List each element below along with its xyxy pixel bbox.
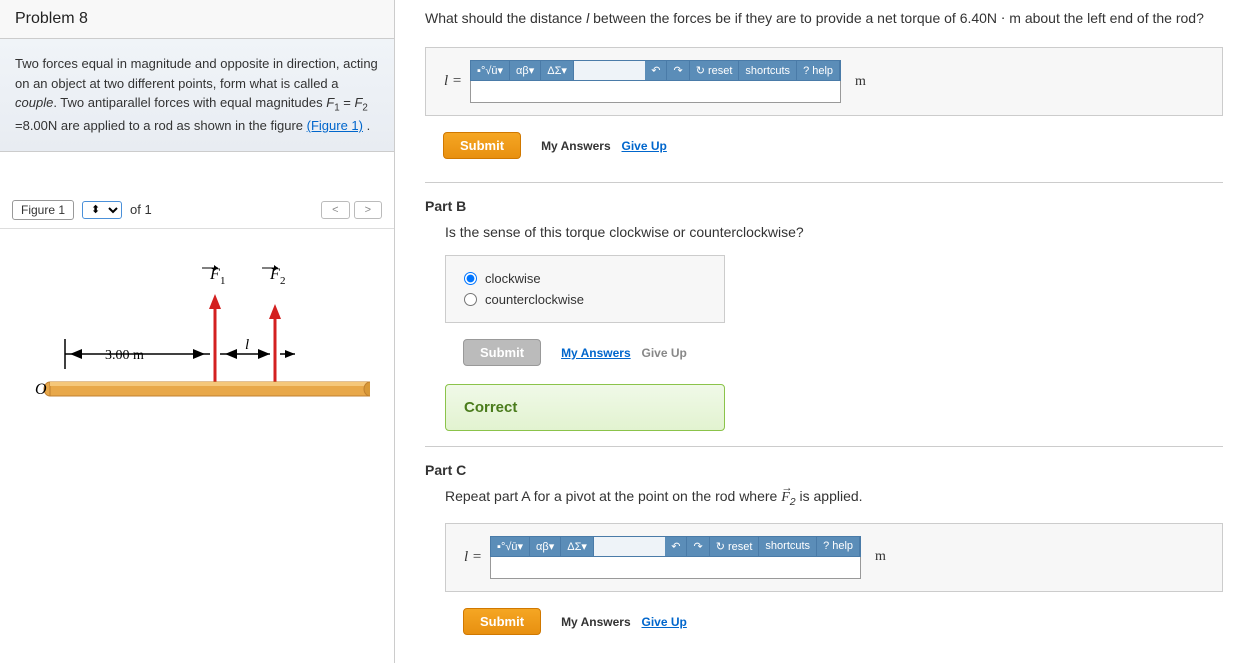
part-a-answer-box: l = ▪°√ū▾ αβ▾ ΔΣ▾ ↶ ↷ ↻ reset shortcuts … xyxy=(425,47,1223,116)
desc-text2: . Two antiparallel forces with equal mag… xyxy=(53,95,326,110)
desc-text: Two forces equal in magnitude and opposi… xyxy=(15,56,378,91)
greek-button[interactable]: αβ▾ xyxy=(530,537,561,556)
figure-next-button[interactable]: > xyxy=(354,201,382,219)
reset-button[interactable]: ↻ reset xyxy=(690,61,740,80)
part-b-correct-box: Correct xyxy=(445,384,725,431)
redo-button[interactable]: ↷ xyxy=(687,537,709,556)
part-b-radio-box: clockwise counterclockwise xyxy=(445,255,725,323)
templates-button[interactable]: ▪°√ū▾ xyxy=(471,61,510,80)
svg-text:2: 2 xyxy=(280,275,286,287)
desc-text3: are applied to a rod as shown in the fig… xyxy=(57,118,306,133)
sigma-button[interactable]: ΔΣ▾ xyxy=(541,61,574,80)
undo-button[interactable]: ↶ xyxy=(645,61,667,80)
problem-description: Two forces equal in magnitude and opposi… xyxy=(0,39,394,152)
part-c-label: Part C xyxy=(425,462,1223,478)
part-c-toolbar: ▪°√ū▾ αβ▾ ΔΣ▾ ↶ ↷ ↻ reset shortcuts ? he… xyxy=(490,536,861,557)
part-b-opt1: clockwise xyxy=(485,271,541,286)
part-b-giveup: Give Up xyxy=(642,346,687,360)
shortcuts-button[interactable]: shortcuts xyxy=(739,61,797,80)
part-c-submit-button[interactable]: Submit xyxy=(463,608,541,635)
svg-text:3.00 m: 3.00 m xyxy=(105,348,144,363)
figure-of-text: of 1 xyxy=(130,202,152,217)
figure-badge: Figure 1 xyxy=(12,200,74,220)
part-a-toolbar: ▪°√ū▾ αβ▾ ΔΣ▾ ↶ ↷ ↻ reset shortcuts ? he… xyxy=(470,60,841,81)
part-b-ccw-radio[interactable] xyxy=(464,293,477,306)
desc-val: =8.00N xyxy=(15,118,57,133)
part-b-submit-button: Submit xyxy=(463,339,541,366)
shortcuts-button[interactable]: shortcuts xyxy=(759,537,817,556)
part-c-my-answers[interactable]: My Answers xyxy=(561,615,631,629)
part-c-answer-input[interactable] xyxy=(490,557,861,579)
svg-text:l: l xyxy=(245,337,249,353)
part-a-giveup[interactable]: Give Up xyxy=(622,139,667,153)
part-b-clockwise-radio[interactable] xyxy=(464,272,477,285)
part-a-submit-button[interactable]: Submit xyxy=(443,132,521,159)
part-a-question: What should the distance l between the f… xyxy=(425,10,1223,27)
part-c-answer-box: l = ▪°√ū▾ αβ▾ ΔΣ▾ ↶ ↷ ↻ reset shortcuts … xyxy=(445,523,1223,592)
help-button[interactable]: ? help xyxy=(817,537,860,556)
figure-select[interactable]: ⬍ xyxy=(82,201,122,219)
part-a-var-label: l = xyxy=(444,73,462,90)
part-c-question: Repeat part A for a pivot at the point o… xyxy=(445,488,1223,508)
desc-couple: couple xyxy=(15,95,53,110)
part-c-giveup[interactable]: Give Up xyxy=(642,615,687,629)
figure-link[interactable]: (Figure 1) xyxy=(307,118,363,133)
desc-period: . xyxy=(363,118,370,133)
part-b-question: Is the sense of this torque clockwise or… xyxy=(445,224,1223,240)
greek-button[interactable]: αβ▾ xyxy=(510,61,541,80)
reset-button[interactable]: ↻ reset xyxy=(710,537,760,556)
svg-text:O: O xyxy=(35,381,47,398)
problem-title: Problem 8 xyxy=(0,0,394,39)
part-c-unit: m xyxy=(875,549,886,565)
figure-diagram: F 1 F 2 3.00 m xyxy=(0,228,394,472)
part-a-my-answers[interactable]: My Answers xyxy=(541,139,611,153)
part-b-label: Part B xyxy=(425,198,1223,214)
part-a-answer-input[interactable] xyxy=(470,81,841,103)
undo-button[interactable]: ↶ xyxy=(665,537,687,556)
part-b-my-answers[interactable]: My Answers xyxy=(561,346,631,360)
sigma-button[interactable]: ΔΣ▾ xyxy=(561,537,594,556)
redo-button[interactable]: ↷ xyxy=(667,61,689,80)
help-button[interactable]: ? help xyxy=(797,61,840,80)
part-c-q-post: is applied. xyxy=(796,488,863,504)
svg-text:1: 1 xyxy=(220,275,226,287)
part-c-q-pre: Repeat part A for a pivot at the point o… xyxy=(445,488,781,504)
desc-eq: = xyxy=(340,95,355,110)
part-b-opt2: counterclockwise xyxy=(485,292,584,307)
figure-prev-button[interactable]: < xyxy=(321,201,349,219)
part-c-var-label: l = xyxy=(464,549,482,566)
part-a-unit: m xyxy=(855,74,866,90)
templates-button[interactable]: ▪°√ū▾ xyxy=(491,537,530,556)
